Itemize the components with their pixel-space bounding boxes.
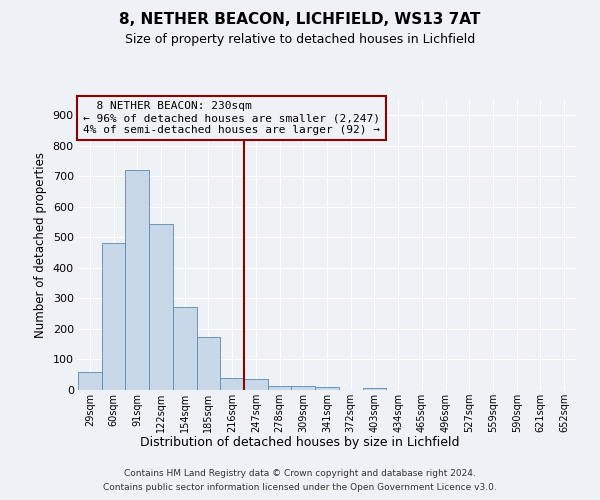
Bar [173, 307, 197, 390]
Text: 8 NETHER BEACON: 230sqm
← 96% of detached houses are smaller (2,247)
4% of semi-: 8 NETHER BEACON: 230sqm ← 96% of detache… [83, 102, 380, 134]
Text: 8, NETHER BEACON, LICHFIELD, WS13 7AT: 8, NETHER BEACON, LICHFIELD, WS13 7AT [119, 12, 481, 28]
Bar [362, 388, 386, 390]
Bar [197, 338, 220, 390]
Bar [78, 372, 102, 390]
Bar [149, 224, 173, 390]
Text: Size of property relative to detached houses in Lichfield: Size of property relative to detached ho… [125, 32, 475, 46]
Bar [102, 244, 125, 390]
Text: Contains public sector information licensed under the Open Government Licence v3: Contains public sector information licen… [103, 484, 497, 492]
Bar [244, 380, 268, 390]
Bar [220, 378, 244, 390]
Bar [125, 170, 149, 390]
Y-axis label: Number of detached properties: Number of detached properties [34, 152, 47, 338]
Bar [315, 387, 339, 390]
Text: Contains HM Land Registry data © Crown copyright and database right 2024.: Contains HM Land Registry data © Crown c… [124, 468, 476, 477]
Bar [292, 386, 315, 390]
Text: Distribution of detached houses by size in Lichfield: Distribution of detached houses by size … [140, 436, 460, 449]
Bar [268, 386, 292, 390]
